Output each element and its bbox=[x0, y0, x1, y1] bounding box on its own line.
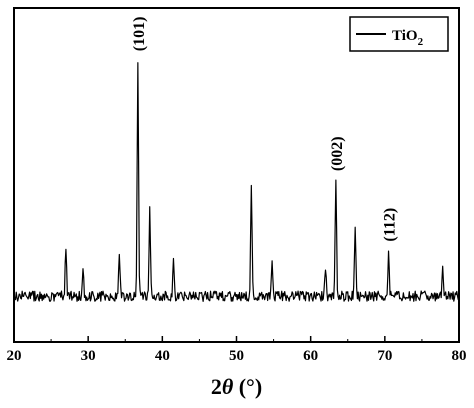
plot-frame bbox=[13, 7, 460, 343]
peak-annotations: (101) (002) (112) bbox=[131, 17, 399, 242]
x-axis-tick-labels: 20 30 40 50 60 70 80 bbox=[7, 348, 467, 364]
x-tick-label: 80 bbox=[452, 348, 467, 364]
legend: TiO2 bbox=[349, 16, 449, 52]
legend-box bbox=[349, 16, 449, 52]
x-tick-label: 40 bbox=[155, 348, 170, 364]
x-axis-title: 2θ (°) bbox=[211, 374, 262, 399]
x-axis-title-var: 2 bbox=[211, 374, 222, 399]
x-tick-label: 20 bbox=[7, 348, 22, 364]
legend-label: TiO2 bbox=[392, 28, 424, 48]
x-axis-title-theta: θ bbox=[222, 374, 234, 399]
x-tick-label: 30 bbox=[81, 348, 96, 364]
peak-label: (112) bbox=[382, 208, 399, 242]
x-axis-ticks bbox=[13, 336, 460, 342]
series-line-tio2 bbox=[13, 62, 460, 302]
peak-label: (101) bbox=[131, 17, 148, 52]
legend-label-main: TiO bbox=[392, 28, 418, 44]
x-tick-label: 50 bbox=[229, 348, 244, 364]
peak-label: (002) bbox=[329, 136, 346, 171]
x-tick-label: 60 bbox=[303, 348, 318, 364]
x-tick-label: 70 bbox=[377, 348, 392, 364]
x-axis-title-unit: (°) bbox=[233, 374, 262, 399]
legend-label-subscript: 2 bbox=[418, 36, 424, 48]
